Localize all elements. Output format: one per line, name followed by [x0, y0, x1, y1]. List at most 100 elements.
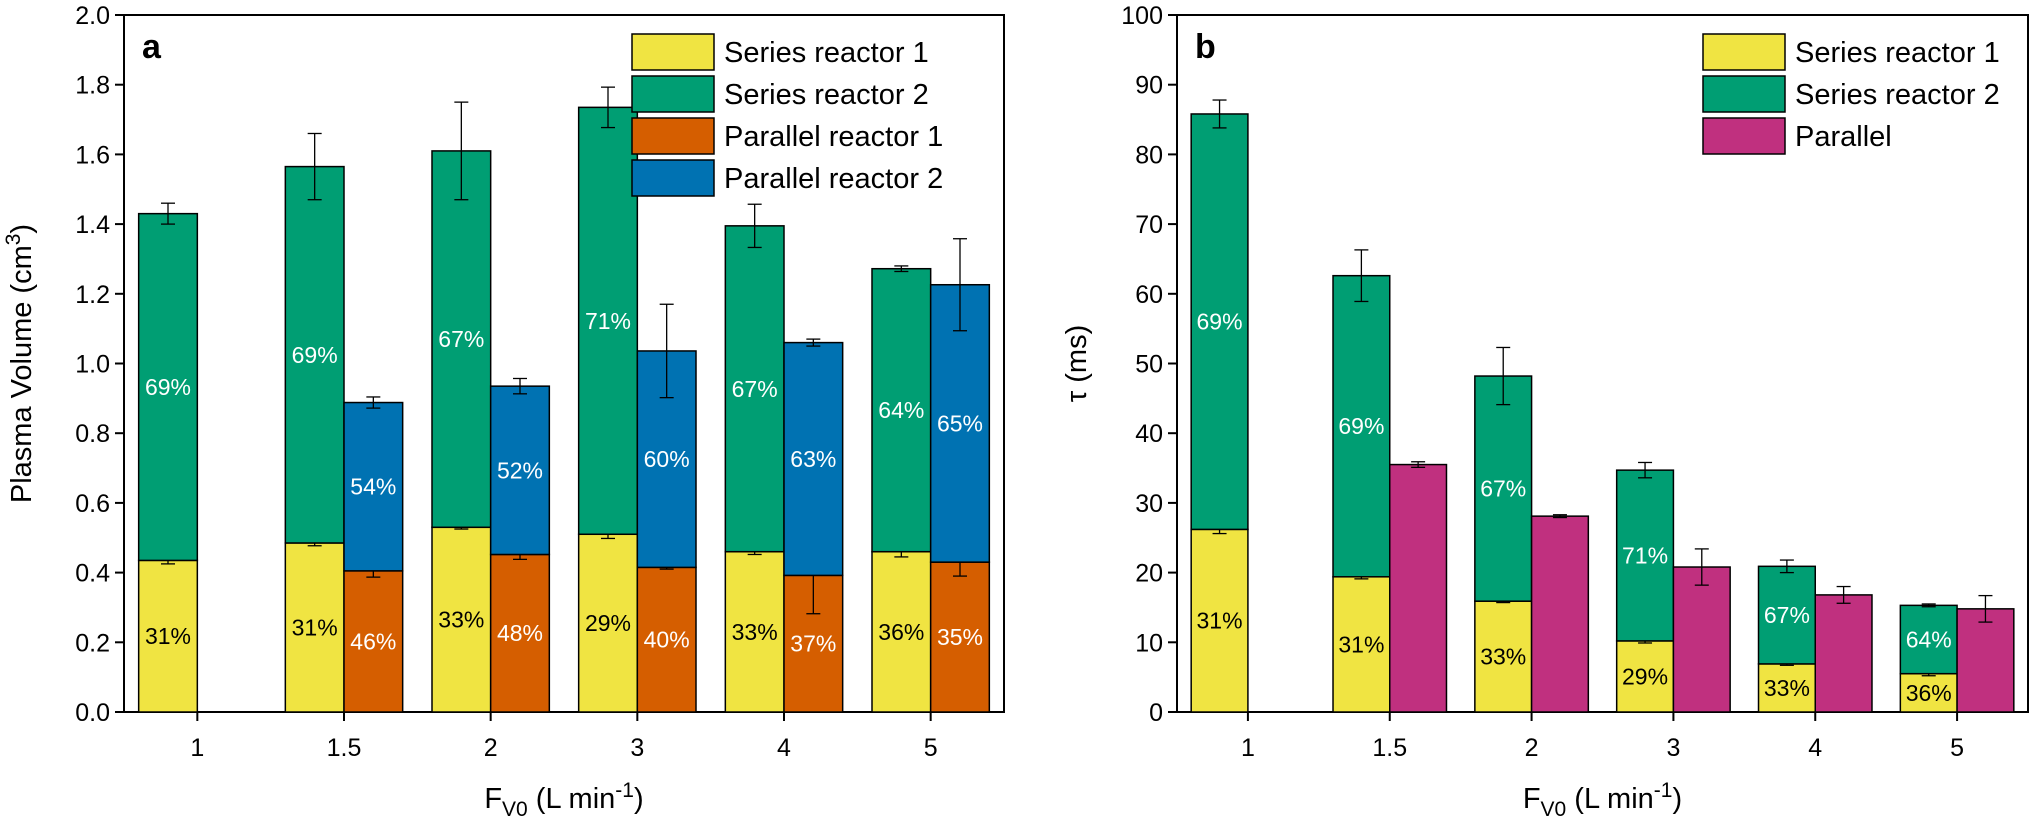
y-tick-label: 40: [1135, 420, 1163, 448]
y-tick-label: 20: [1135, 560, 1163, 588]
error-bar-series-reactor-2-5: [1921, 603, 1936, 608]
legend-swatch-parallel-reactor-1: [631, 117, 715, 155]
bar-series-reactor-2-4: [724, 225, 785, 553]
x-tick-label: 5: [924, 734, 938, 762]
bar-series-reactor-1-4: [1757, 663, 1817, 713]
bar-parallel-reactor-2-2: [489, 385, 551, 556]
data-label-series-reactor-2-2: 67%: [438, 326, 484, 352]
legend: Series reactor 1 Series reactor 2 Parallel: [1702, 33, 2000, 155]
legend-label-parallel: Parallel: [1795, 121, 1892, 153]
data-label-series-reactor-1-1-5: 31%: [1338, 631, 1384, 657]
panel-label: a: [142, 28, 162, 66]
legend-label-series-reactor-2: Series reactor 2: [724, 79, 929, 111]
error-bar-series-reactor-2-3: [1638, 461, 1653, 479]
y-tick-label: 100: [1121, 2, 1163, 30]
data-label-parallel-reactor-1-1-5: 46%: [350, 628, 396, 654]
error-bar-series-reactor-2-2: [1496, 346, 1511, 406]
bar-series-reactor-2-1-5: [284, 165, 345, 544]
y-tick-label: 0.2: [75, 629, 110, 657]
legend-swatch-series-reactor-2: [1702, 75, 1786, 113]
data-label-parallel-reactor-1-4: 37%: [790, 631, 836, 657]
y-tick-label: 30: [1135, 490, 1163, 518]
x-tick-label: 1: [190, 734, 204, 762]
y-tick-label: 1.4: [75, 211, 110, 239]
data-label-series-reactor-2-1: 69%: [145, 374, 191, 400]
error-bar-parallel-4: [1836, 585, 1851, 604]
bar-parallel-reactor-1-2: [489, 553, 551, 713]
error-bar-parallel-reactor-2-1-5: [366, 396, 381, 409]
error-bar-series-reactor-2-1-5: [1354, 249, 1369, 303]
chart-panel-a: 0.0 0.2 0.4 0.6 0.8 1.0 1.2 1.4 1.6 1.8 2.0 1 1.5 2 3 4…: [2, 2, 1005, 821]
data-label-series-reactor-1-3: 29%: [1622, 663, 1668, 689]
data-label-series-reactor-1-4: 33%: [732, 619, 778, 645]
data-label-series-reactor-2-3: 71%: [1622, 543, 1668, 569]
error-bar-series-reactor-2-5: [894, 265, 909, 273]
y-tick-label: 0.0: [75, 699, 110, 727]
error-bar-parallel-reactor-2-5: [953, 238, 967, 332]
bar-series-reactor-2-1-5: [1332, 274, 1391, 578]
bar-parallel-1-5: [1389, 463, 1448, 713]
x-tick-label: 1.5: [327, 734, 362, 762]
error-bar-series-reactor-2-1: [161, 202, 175, 225]
x-tick-label: 2: [1525, 734, 1539, 762]
bar-series-reactor-2-1: [1190, 113, 1249, 531]
bar-series-reactor-2-2: [1474, 375, 1533, 602]
legend-label-series-reactor-2: Series reactor 2: [1795, 79, 2000, 111]
error-bar-parallel-2: [1552, 514, 1567, 519]
data-label-series-reactor-2-3: 71%: [585, 308, 631, 334]
bar-series-reactor-1-3: [577, 533, 639, 713]
data-label-series-reactor-1-1: 31%: [1197, 608, 1243, 634]
y-tick-label: 0.8: [75, 420, 110, 448]
data-label-series-reactor-2-4: 67%: [1764, 602, 1810, 628]
y-tick-label: 80: [1135, 141, 1163, 169]
x-tick-label: 1: [1241, 734, 1255, 762]
x-tick-label: 4: [1808, 734, 1822, 762]
error-bar-series-reactor-2-1: [1212, 99, 1227, 129]
data-label-parallel-reactor-1-3: 40%: [644, 627, 690, 653]
error-bar-series-reactor-2-4: [747, 203, 762, 249]
y-tick-label: 60: [1135, 281, 1163, 309]
data-label-series-reactor-2-1-5: 69%: [1338, 413, 1384, 439]
error-bar-parallel-reactor-2-2: [513, 377, 527, 395]
data-label-series-reactor-1-1: 31%: [145, 623, 191, 649]
chart-panel-b: 0 10 20 30 40 50 60 70 80 90 100 1 1.5 2 3 4 5 31% 69% 31% 6…: [1061, 2, 2029, 821]
legend-label-series-reactor-1: Series reactor 1: [1795, 37, 2000, 69]
bar-parallel-reactor-1-3: [636, 566, 697, 713]
data-label-parallel-reactor-2-4: 63%: [790, 446, 836, 472]
bar-series-reactor-1-2: [1474, 600, 1533, 713]
bar-parallel-2: [1530, 515, 1590, 713]
error-bar-parallel-1-5: [1411, 461, 1426, 469]
bar-parallel-4: [1814, 594, 1873, 713]
bar-parallel-reactor-2-1-5: [343, 401, 404, 572]
data-label-series-reactor-1-5: 36%: [878, 619, 924, 645]
legend: Series reactor 1 Series reactor 2 Parallel…: [631, 33, 943, 197]
error-bar-series-reactor-2-3: [601, 86, 615, 129]
bar-series-reactor-1-1: [1190, 528, 1249, 713]
bar-series-reactor-1-4: [724, 550, 785, 713]
bar-series-reactor-1-5: [871, 550, 932, 713]
legend-swatch-series-reactor-2: [631, 75, 715, 113]
data-label-series-reactor-1-3: 29%: [585, 610, 631, 636]
panel-label: b: [1195, 28, 1216, 66]
x-tick-label: 3: [630, 734, 644, 762]
legend-label-series-reactor-1: Series reactor 1: [724, 37, 929, 69]
y-tick-label: 2.0: [75, 2, 110, 30]
data-label-parallel-reactor-2-1-5: 54%: [350, 474, 396, 500]
data-label-series-reactor-2-4: 67%: [732, 376, 778, 402]
x-tick-label: 1.5: [1372, 734, 1407, 762]
data-label-series-reactor-2-5: 64%: [1906, 627, 1952, 653]
x-tick-label: 5: [1950, 734, 1964, 762]
y-axis-label: Plasma Volume (cm3): [2, 224, 38, 503]
y-tick-label: 1.6: [75, 141, 110, 169]
error-bar-parallel-reactor-2-4: [806, 338, 821, 347]
data-label-series-reactor-1-5: 36%: [1906, 680, 1952, 706]
error-bar-series-reactor-2-4: [1779, 559, 1794, 574]
data-label-series-reactor-1-2: 33%: [438, 607, 484, 633]
bar-parallel-3: [1672, 566, 1731, 713]
x-tick-label: 3: [1666, 734, 1680, 762]
legend-swatch-parallel: [1702, 117, 1786, 155]
y-tick-label: 70: [1135, 211, 1163, 239]
bar-series-reactor-1-5: [1899, 672, 1958, 713]
legend-swatch-series-reactor-1: [1702, 33, 1786, 71]
